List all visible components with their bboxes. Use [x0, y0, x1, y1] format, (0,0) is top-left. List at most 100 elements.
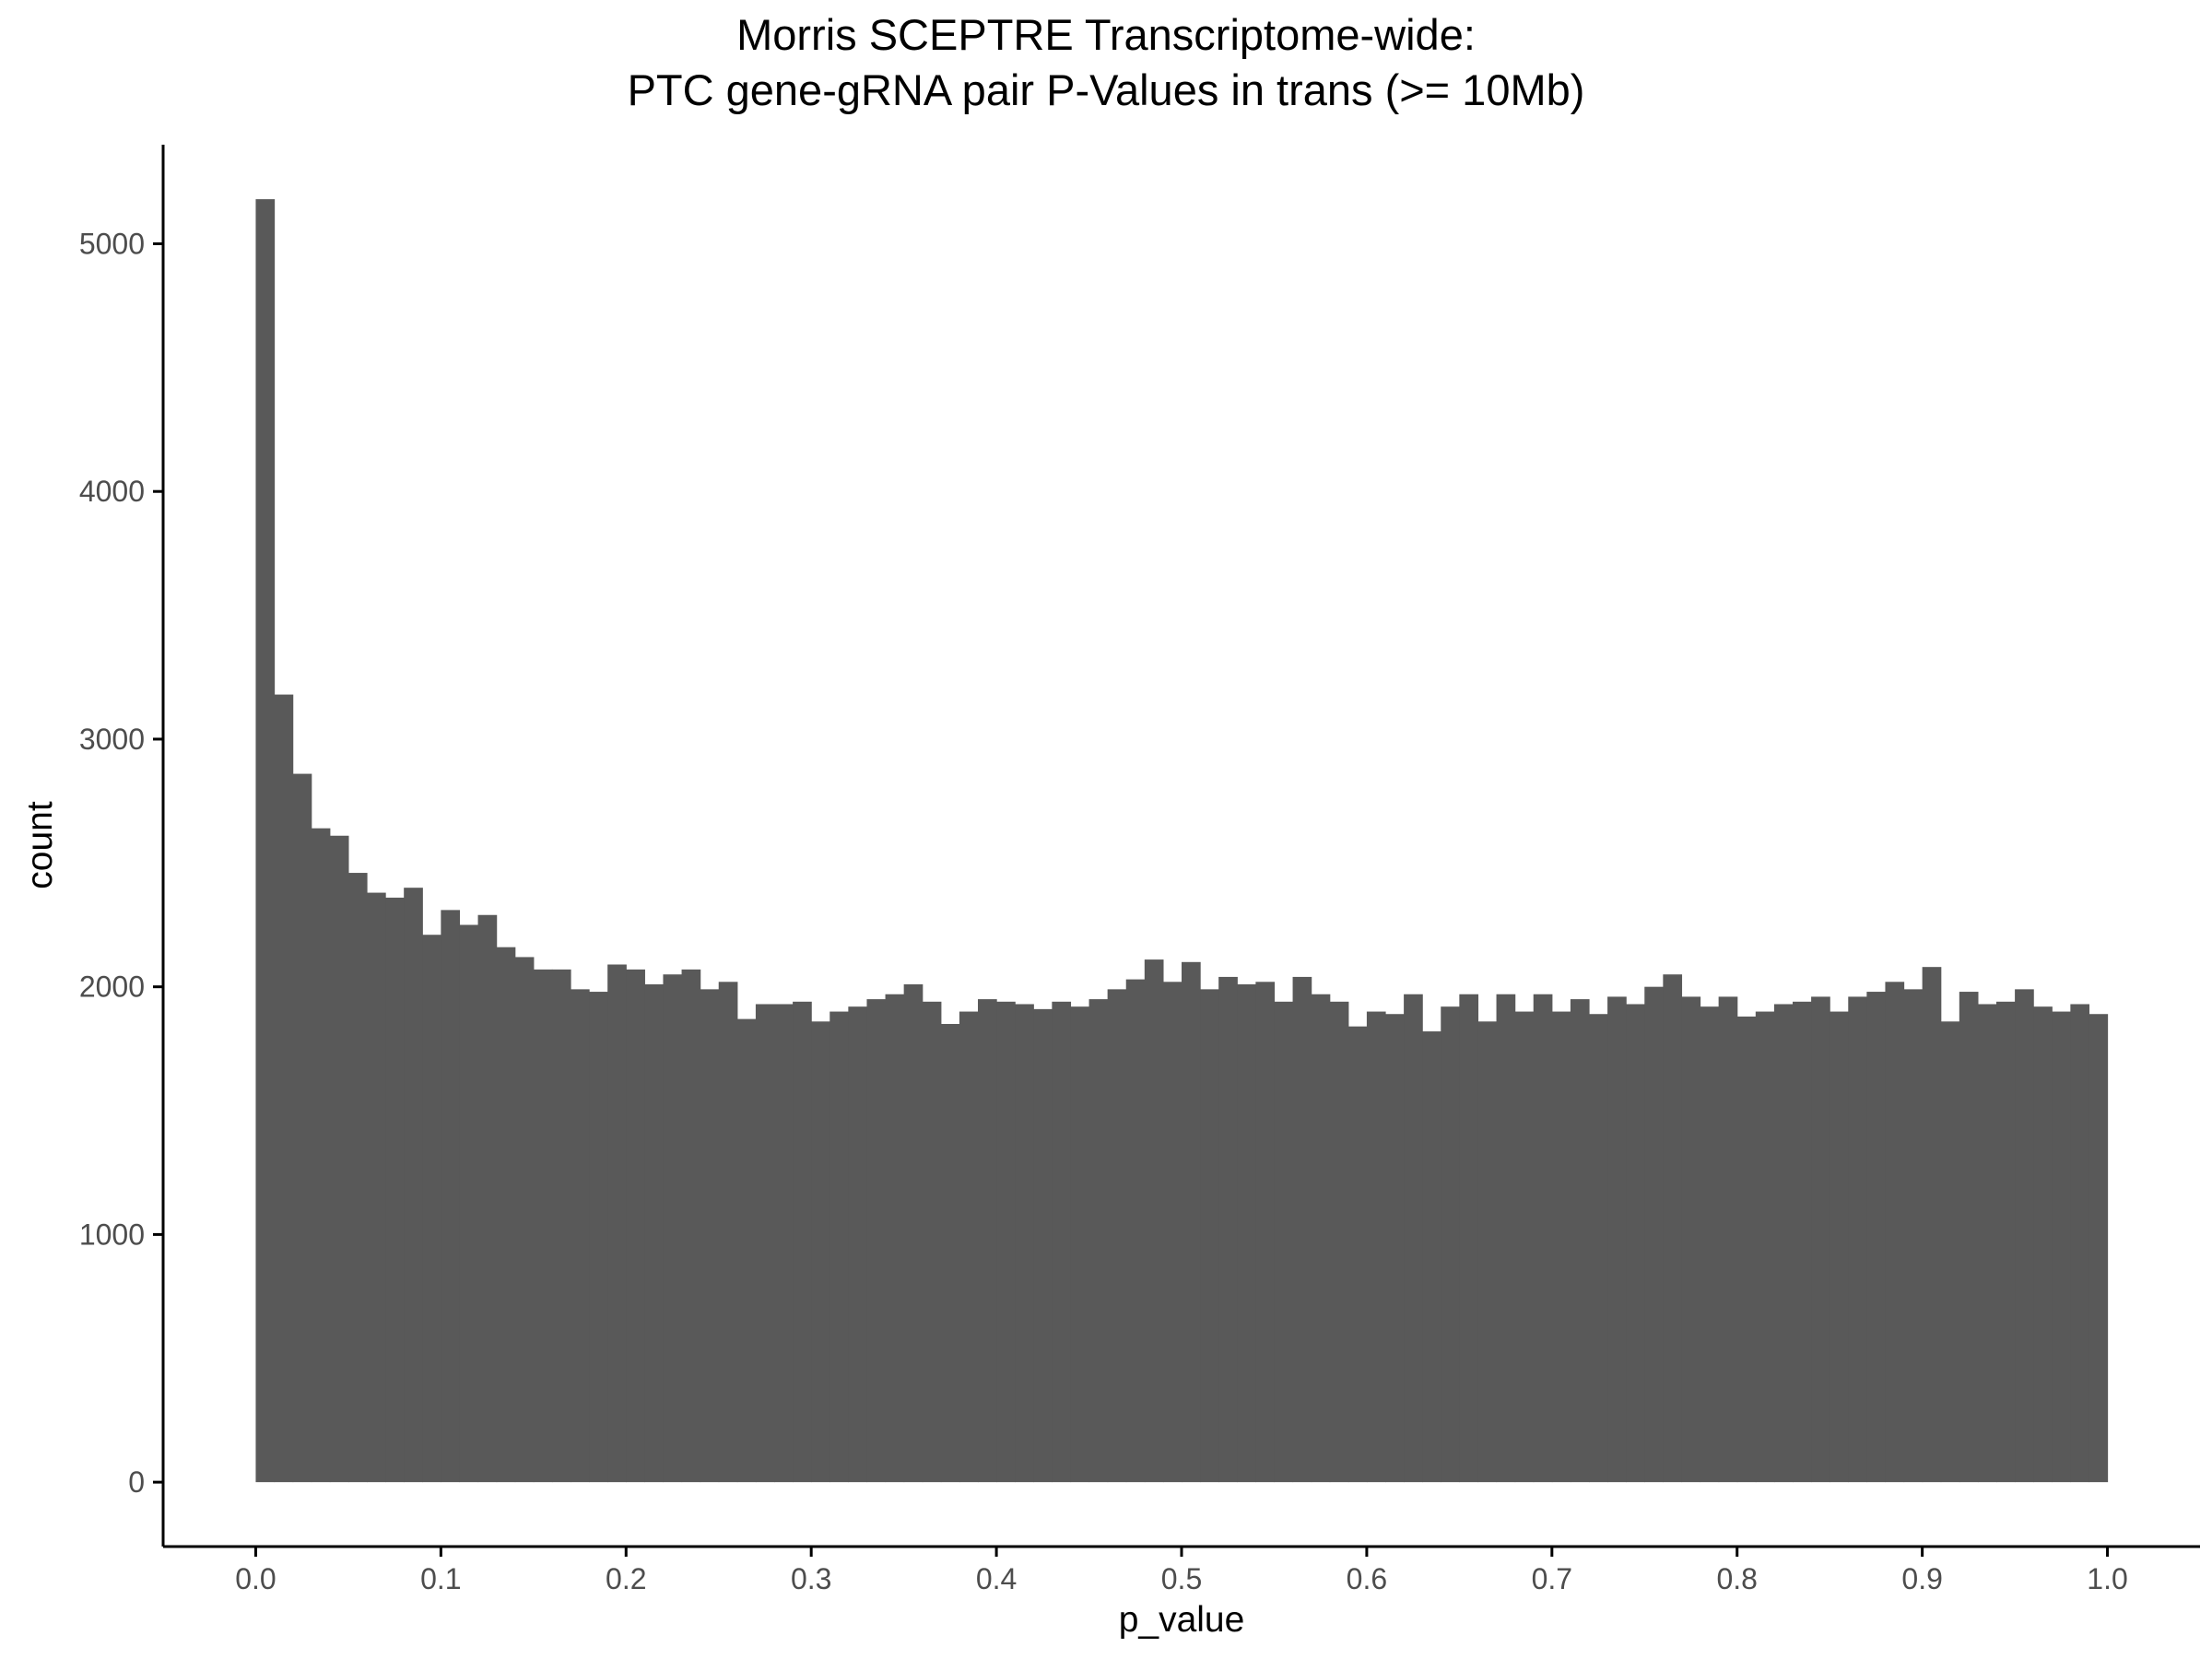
histogram-bar [1570, 999, 1590, 1483]
histogram-bar [885, 994, 905, 1483]
histogram-bar [626, 969, 645, 1483]
histogram-bar [551, 969, 571, 1483]
histogram-bar [1070, 1006, 1090, 1483]
histogram-bar [1237, 983, 1256, 1483]
histogram-bar [347, 873, 368, 1483]
histogram-bar [1477, 1021, 1498, 1483]
histogram-bar [978, 999, 997, 1483]
x-tick-label: 0.2 [606, 1562, 646, 1595]
histogram-bar [1514, 1011, 1535, 1483]
histogram-bar [441, 910, 461, 1483]
histogram-bar [571, 989, 590, 1483]
histogram-bar [1700, 1006, 1720, 1483]
histogram-bar [940, 1023, 960, 1483]
histogram-bar [1718, 996, 1738, 1483]
histogram-bar [607, 964, 627, 1483]
histogram-bar [1255, 982, 1276, 1483]
histogram-bar [903, 983, 924, 1483]
y-ticks: 0 1000 2000 3000 4000 5000 [79, 227, 163, 1499]
histogram-bar [644, 983, 665, 1483]
histogram-bar [1052, 1001, 1072, 1483]
histogram-bar [1681, 996, 1701, 1483]
histogram-bar [1292, 976, 1312, 1483]
histogram-bar [1441, 1006, 1460, 1483]
histogram-bar [1607, 996, 1627, 1483]
y-tick-label: 1000 [79, 1218, 145, 1251]
histogram-bar [533, 969, 553, 1483]
histogram-bar [2015, 989, 2034, 1483]
histogram-bar [329, 835, 349, 1483]
histogram-bar [1311, 994, 1331, 1483]
histogram-bar [1996, 1001, 2016, 1483]
histogram-bar [1533, 994, 1553, 1483]
histogram-bar [1404, 994, 1423, 1483]
histogram-bar [1551, 1011, 1571, 1483]
histogram-bar [2033, 1006, 2053, 1483]
histogram-bar [1347, 1026, 1368, 1483]
histogram-bar [1773, 1004, 1794, 1483]
y-tick-label: 2000 [79, 971, 145, 1004]
histogram-bar [1940, 1021, 1960, 1483]
histogram-bar [2052, 1011, 2071, 1483]
x-axis-title: p_value [1119, 1600, 1245, 1640]
histogram-bar [1866, 992, 1887, 1483]
histogram-bar [1830, 1011, 1849, 1483]
histogram-bar [1366, 1011, 1386, 1483]
chart-title: Morris SCEPTRE Transcriptome-wide: [736, 10, 1476, 59]
histogram-bar [1162, 982, 1182, 1483]
histogram-bar [385, 897, 405, 1483]
histogram-bar [496, 947, 516, 1483]
histogram-bar [1663, 974, 1683, 1483]
histogram-bar [811, 1021, 830, 1483]
histogram-bar [663, 974, 683, 1483]
histogram-bar [1329, 1001, 1349, 1483]
histogram-bar [367, 892, 386, 1483]
histogram-bar [514, 957, 535, 1483]
histogram-bar [292, 773, 312, 1483]
histogram-bar [1218, 976, 1238, 1483]
histogram-bar [589, 992, 608, 1483]
y-tick-label: 4000 [79, 475, 145, 508]
histogram-bar [996, 1001, 1016, 1483]
histogram-bar [700, 989, 720, 1483]
x-tick-label: 0.4 [976, 1562, 1017, 1595]
histogram-bar [959, 1011, 979, 1483]
histogram-bar [274, 694, 294, 1483]
histogram-bar [736, 1018, 757, 1483]
y-tick-label: 3000 [79, 723, 145, 756]
histogram-bar [848, 1006, 868, 1483]
histogram-bar [2070, 1004, 2090, 1483]
histogram-bar [1959, 992, 1979, 1483]
x-tick-label: 0.1 [420, 1562, 461, 1595]
histogram-bar [1385, 1014, 1405, 1483]
histogram-bar [1755, 1011, 1775, 1483]
histogram-bar [1644, 986, 1664, 1483]
histogram-bar [1885, 982, 1905, 1483]
x-tick-label: 0.7 [1532, 1562, 1572, 1595]
histogram-bar [1125, 979, 1146, 1483]
x-tick-label: 0.6 [1347, 1562, 1387, 1595]
y-tick-label: 0 [128, 1465, 145, 1499]
histogram-bar [866, 999, 887, 1483]
histogram-bar [1200, 989, 1219, 1483]
histogram-bar [404, 888, 423, 1483]
histogram-bar [755, 1004, 775, 1483]
histogram-bar [477, 914, 498, 1483]
histogram-bar [1107, 989, 1127, 1483]
histogram-bar [922, 1001, 942, 1483]
histogram-bar [1496, 994, 1516, 1483]
histogram-bar [2088, 1014, 2109, 1483]
histogram-bar [1848, 996, 1867, 1483]
histogram-bar [422, 935, 441, 1483]
histogram-bar [1626, 1004, 1645, 1483]
histogram-bar [1736, 1016, 1757, 1483]
histogram-bar [1793, 1001, 1812, 1483]
x-tick-label: 1.0 [2087, 1562, 2127, 1595]
histogram-bar [1033, 1008, 1053, 1483]
y-axis-title: count [20, 801, 60, 889]
histogram-bar [793, 1001, 812, 1483]
histogram-bar [1144, 959, 1164, 1483]
histogram-bar [718, 982, 738, 1483]
x-tick-label: 0.3 [791, 1562, 831, 1595]
